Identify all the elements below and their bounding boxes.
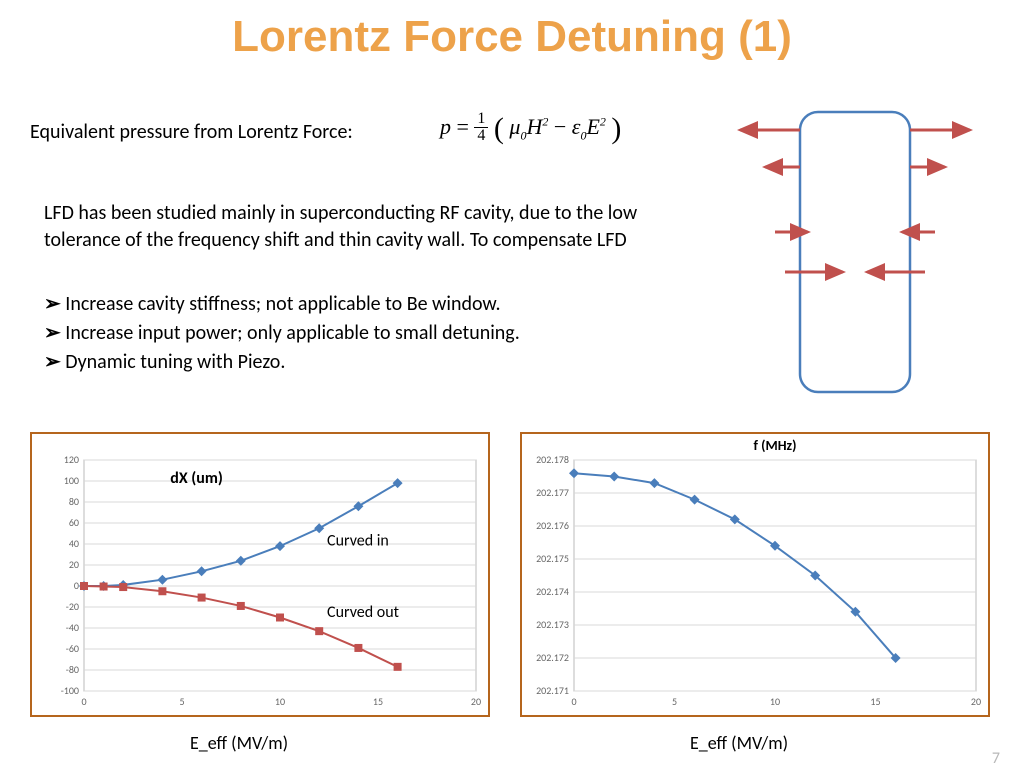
svg-text:202.171: 202.171 — [536, 684, 569, 697]
svg-text:20: 20 — [471, 695, 481, 708]
bullet-list: Increase cavity stiffness; not applicabl… — [44, 290, 520, 377]
svg-text:Curved in: Curved in — [327, 531, 389, 550]
bullet-item: Dynamic tuning with Piezo. — [44, 348, 520, 377]
chart-right-plot: 202.171 202.172 202.173 202.174 202.175 202.1… — [522, 434, 988, 715]
svg-text:120: 120 — [64, 453, 79, 466]
bullet-item: Increase input power; only applicable to… — [44, 319, 520, 348]
svg-text:-100: -100 — [61, 684, 79, 697]
svg-text:dX (um): dX (um) — [170, 469, 223, 488]
chart-right: 202.171 202.172 202.173 202.174 202.175 202.1… — [520, 432, 990, 717]
svg-text:60: 60 — [69, 516, 79, 529]
svg-text:5: 5 — [179, 695, 184, 708]
svg-text:0: 0 — [81, 695, 86, 708]
chart-left-xlabel: E_eff (MV/m) — [190, 732, 288, 754]
lfd-paragraph: LFD has been studied mainly in supercond… — [44, 200, 664, 254]
slide-title: Lorentz Force Detuning (1) — [0, 12, 1024, 62]
svg-text:20: 20 — [69, 558, 79, 571]
pressure-label: Equivalent pressure from Lorentz Force: — [30, 120, 353, 144]
svg-text:202.177: 202.177 — [536, 486, 569, 499]
svg-text:40: 40 — [69, 537, 79, 550]
bullet-item: Increase cavity stiffness; not applicabl… — [44, 290, 520, 319]
svg-text:15: 15 — [870, 695, 880, 708]
svg-text:0: 0 — [74, 579, 79, 592]
svg-text:Curved out: Curved out — [327, 603, 400, 622]
svg-text:202.173: 202.173 — [536, 618, 569, 631]
svg-text:0: 0 — [571, 695, 576, 708]
svg-text:15: 15 — [373, 695, 383, 708]
svg-text:100: 100 — [64, 474, 79, 487]
svg-text:10: 10 — [770, 695, 780, 708]
svg-text:f (MHz): f (MHz) — [754, 437, 797, 454]
svg-text:202.174: 202.174 — [536, 585, 569, 598]
svg-text:80: 80 — [69, 495, 79, 508]
chart-left: -100 -80 -60 -40 -20 0 20 40 60 80 100 120 0 5 10 15 20 d… — [30, 432, 490, 717]
pressure-formula: p = 1 4 ( μ0H2 − ε0E2 ) — [440, 112, 621, 146]
svg-text:202.178: 202.178 — [536, 453, 569, 466]
svg-text:10: 10 — [275, 695, 285, 708]
svg-text:-60: -60 — [66, 642, 79, 655]
svg-text:202.176: 202.176 — [536, 519, 569, 532]
svg-text:20: 20 — [971, 695, 981, 708]
svg-text:202.172: 202.172 — [536, 651, 569, 664]
chart-right-xlabel: E_eff (MV/m) — [690, 732, 788, 754]
svg-text:-20: -20 — [66, 600, 79, 613]
svg-text:202.175: 202.175 — [536, 552, 569, 565]
svg-text:5: 5 — [672, 695, 677, 708]
page-number: 7 — [992, 749, 1000, 768]
svg-text:-80: -80 — [66, 663, 79, 676]
cavity-diagram — [730, 102, 1010, 402]
chart-left-plot: -100 -80 -60 -40 -20 0 20 40 60 80 100 120 0 5 10 15 20 d… — [32, 434, 488, 715]
svg-text:-40: -40 — [66, 621, 79, 634]
